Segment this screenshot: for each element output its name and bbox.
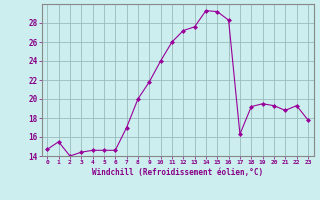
- X-axis label: Windchill (Refroidissement éolien,°C): Windchill (Refroidissement éolien,°C): [92, 168, 263, 177]
